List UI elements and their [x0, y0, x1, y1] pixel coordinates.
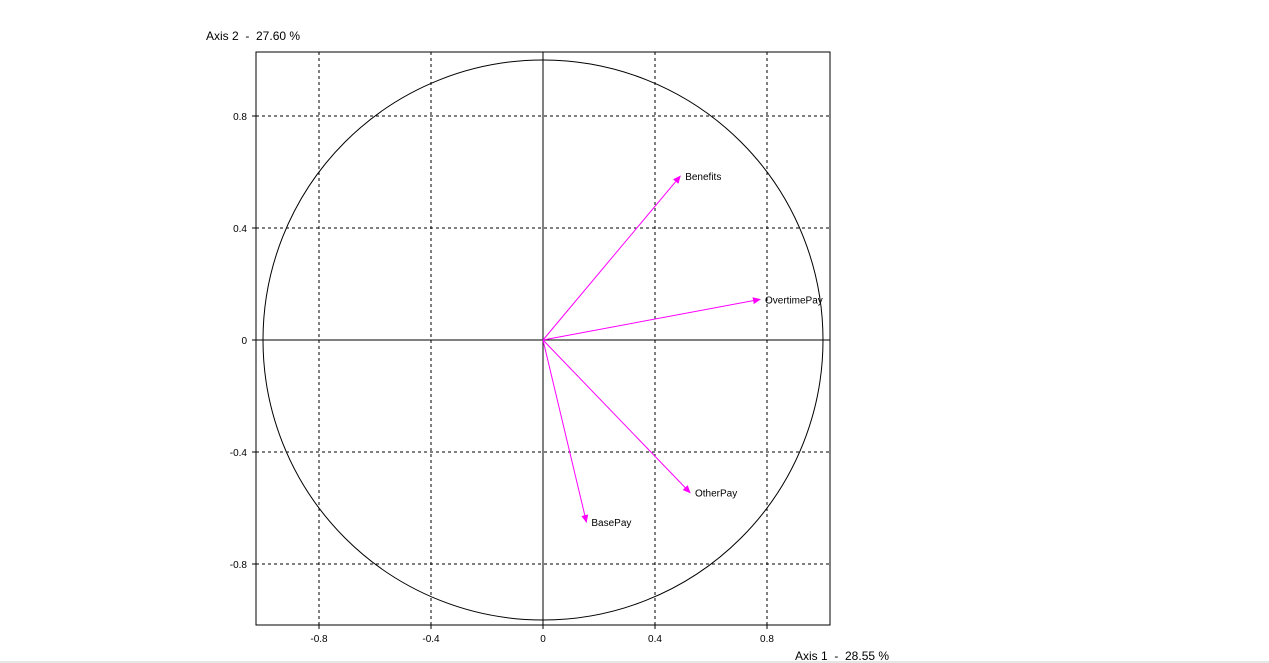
- x-tick-label-1: -0.4: [422, 634, 440, 645]
- y-tick-label-0: 0.8: [233, 112, 247, 123]
- vector-label-otherpay: OtherPay: [695, 489, 737, 500]
- y-tick-label-1: 0.4: [233, 224, 247, 235]
- y-tick-label-3: -0.4: [230, 448, 248, 459]
- x-axis-ticks: -0.8 -0.4 0 0.4 0.8: [310, 625, 774, 645]
- x-tick-label-2: 0: [540, 634, 546, 645]
- x-axis-title: Axis 1 - 28.55 %: [795, 649, 889, 663]
- y-tick-label-4: -0.8: [230, 560, 248, 571]
- variable-vectors: Benefits OvertimePay OtherPay BasePay: [542, 172, 823, 529]
- vector-arrow-benefits: [542, 175, 681, 341]
- x-tick-label-4: 0.8: [760, 634, 774, 645]
- x-tick-label-0: -0.8: [310, 634, 328, 645]
- vector-arrow-otherpay: [542, 339, 691, 494]
- vector-arrow-basepay: [542, 339, 589, 523]
- unit-circle-layer: [262, 59, 824, 621]
- zero-axes: [256, 52, 830, 625]
- y-axis-ticks: 0.8 0.4 0 -0.4 -0.8: [230, 112, 256, 571]
- unit-circle: [262, 59, 824, 621]
- bottom-edge: [0, 661, 1269, 663]
- vector-label-overtimepay: OvertimePay: [765, 295, 823, 306]
- x-tick-label-3: 0.4: [648, 634, 662, 645]
- y-tick-label-2: 0: [241, 336, 247, 347]
- vector-arrow-overtimepay: [542, 297, 761, 341]
- vector-label-basepay: BasePay: [591, 518, 631, 529]
- y-axis-title: Axis 2 - 27.60 %: [206, 29, 300, 43]
- vector-label-benefits: Benefits: [685, 172, 721, 183]
